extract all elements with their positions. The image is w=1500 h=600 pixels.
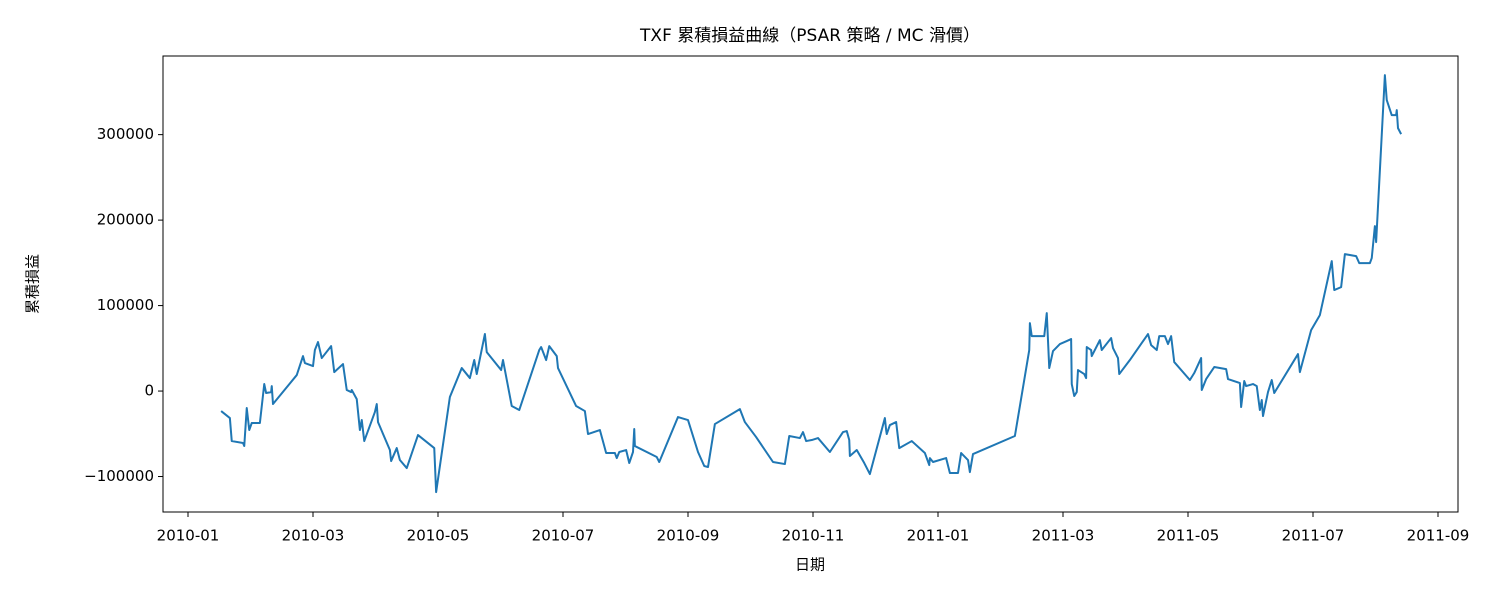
x-tick-label: 2011-09 <box>1407 527 1470 545</box>
x-tick-label: 2010-07 <box>532 527 595 545</box>
x-tick-label: 2011-03 <box>1032 527 1095 545</box>
y-tick-label: −100000 <box>84 467 154 485</box>
y-tick-label: 200000 <box>97 211 154 229</box>
y-tick-label: 100000 <box>97 296 154 314</box>
line-series <box>220 74 1403 494</box>
y-axis-label: 累積損益 <box>24 254 42 314</box>
x-axis-label: 日期 <box>795 556 825 574</box>
x-tick-label: 2011-01 <box>907 527 970 545</box>
x-tick-label: 2010-11 <box>782 527 845 545</box>
x-tick-label: 2011-05 <box>1157 527 1220 545</box>
y-tick-label: 300000 <box>97 125 154 143</box>
x-tick-label: 2010-05 <box>407 527 470 545</box>
plot-frame <box>162 55 1459 513</box>
y-tick-label: 0 <box>144 382 154 400</box>
x-tick-label: 2010-03 <box>282 527 345 545</box>
x-tick-label: 2010-09 <box>657 527 720 545</box>
chart-title: TXF 累積損益曲線（PSAR 策略 / MC 滑價） <box>639 26 980 46</box>
x-tick-label: 2010-01 <box>157 527 220 545</box>
x-tick-label: 2011-07 <box>1282 527 1345 545</box>
